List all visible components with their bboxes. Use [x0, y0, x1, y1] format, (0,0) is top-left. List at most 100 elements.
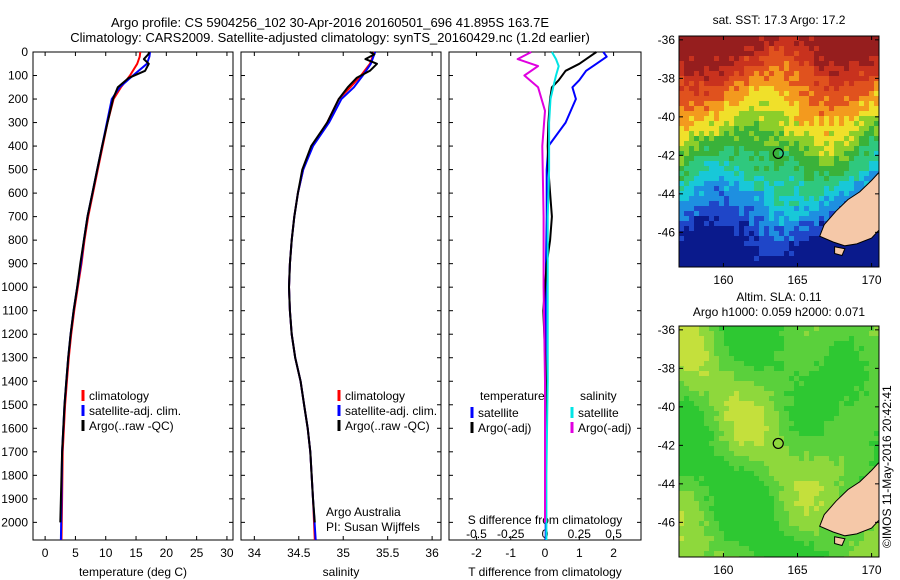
map-cell [754, 391, 760, 397]
map-cell [834, 71, 840, 77]
map-cell [824, 466, 830, 472]
map-cell [754, 41, 760, 47]
map-cell [759, 516, 765, 522]
map-cell [839, 161, 845, 167]
map-cell [794, 486, 800, 492]
map-cell [769, 371, 775, 377]
map-cell [724, 356, 730, 362]
map-cell [724, 171, 730, 177]
map-cell [749, 546, 755, 552]
map-cell [799, 156, 805, 162]
map-cell [819, 131, 825, 137]
map-cell [844, 411, 850, 417]
map-cell [719, 86, 725, 92]
map-cell [839, 196, 845, 202]
map-cell [684, 436, 690, 442]
map-cell [829, 551, 835, 557]
map-cell [759, 181, 765, 187]
map-cell [719, 406, 725, 412]
map-cell [779, 161, 785, 167]
map-cell [844, 451, 850, 457]
map-y-tick-label: -38 [658, 361, 676, 375]
map-cell [864, 66, 870, 72]
map-cell [699, 401, 705, 407]
map-cell [809, 256, 815, 262]
map-cell [844, 391, 850, 397]
map-cell [759, 171, 765, 177]
map-cell [764, 196, 770, 202]
map-cell [794, 371, 800, 377]
map-cell [829, 531, 835, 537]
map-cell [749, 486, 755, 492]
map-cell [799, 61, 805, 67]
map-cell [834, 426, 840, 432]
map-cell [759, 231, 765, 237]
map-cell [829, 121, 835, 127]
map-cell [854, 96, 860, 102]
map-cell [794, 536, 800, 542]
map-cell [744, 61, 750, 67]
map-cell [819, 161, 825, 167]
map-cell [694, 486, 700, 492]
map-cell [834, 431, 840, 437]
map-cell [754, 421, 760, 427]
map-cell [739, 146, 745, 152]
sst-map-title: sat. SST: 17.3 Argo: 17.2 [713, 13, 846, 27]
map-cell [849, 41, 855, 47]
map-cell [724, 146, 730, 152]
map-cell [769, 171, 775, 177]
map-cell [784, 341, 790, 347]
map-cell [799, 531, 805, 537]
map-cell [689, 186, 695, 192]
map-cell [714, 361, 720, 367]
map-cell [739, 526, 745, 532]
map-cell [769, 541, 775, 547]
map-cell [714, 431, 720, 437]
map-cell [859, 96, 865, 102]
map-cell [809, 416, 815, 422]
map-cell [854, 371, 860, 377]
map-cell [734, 456, 740, 462]
map-cell [844, 151, 850, 157]
map-cell [684, 401, 690, 407]
map-cell [859, 351, 865, 357]
map-cell [734, 481, 740, 487]
map-cell [779, 226, 785, 232]
map-cell [854, 76, 860, 82]
map-cell [834, 371, 840, 377]
map-cell [779, 371, 785, 377]
map-cell [769, 466, 775, 472]
map-cell [689, 486, 695, 492]
map-cell [809, 421, 815, 427]
map-cell [734, 91, 740, 97]
map-cell [774, 46, 780, 52]
map-cell [734, 371, 740, 377]
map-cell [864, 176, 870, 182]
map-cell [734, 66, 740, 72]
map-cell [734, 131, 740, 137]
map-cell [844, 71, 850, 77]
map-cell [724, 461, 730, 467]
map-cell [749, 81, 755, 87]
map-cell [834, 191, 840, 197]
map-cell [799, 501, 805, 507]
map-cell [734, 236, 740, 242]
map-cell [844, 416, 850, 422]
map-cell [704, 201, 710, 207]
map-cell [844, 346, 850, 352]
map-cell [724, 201, 730, 207]
map-cell [749, 431, 755, 437]
map-cell [799, 251, 805, 257]
map-cell [689, 171, 695, 177]
map-cell [794, 211, 800, 217]
map-cell [784, 551, 790, 557]
map-cell [764, 336, 770, 342]
map-cell [729, 241, 735, 247]
map-cell [774, 541, 780, 547]
map-cell [724, 421, 730, 427]
map-cell [829, 96, 835, 102]
map-cell [679, 526, 685, 532]
map-cell [774, 171, 780, 177]
map-cell [834, 451, 840, 457]
